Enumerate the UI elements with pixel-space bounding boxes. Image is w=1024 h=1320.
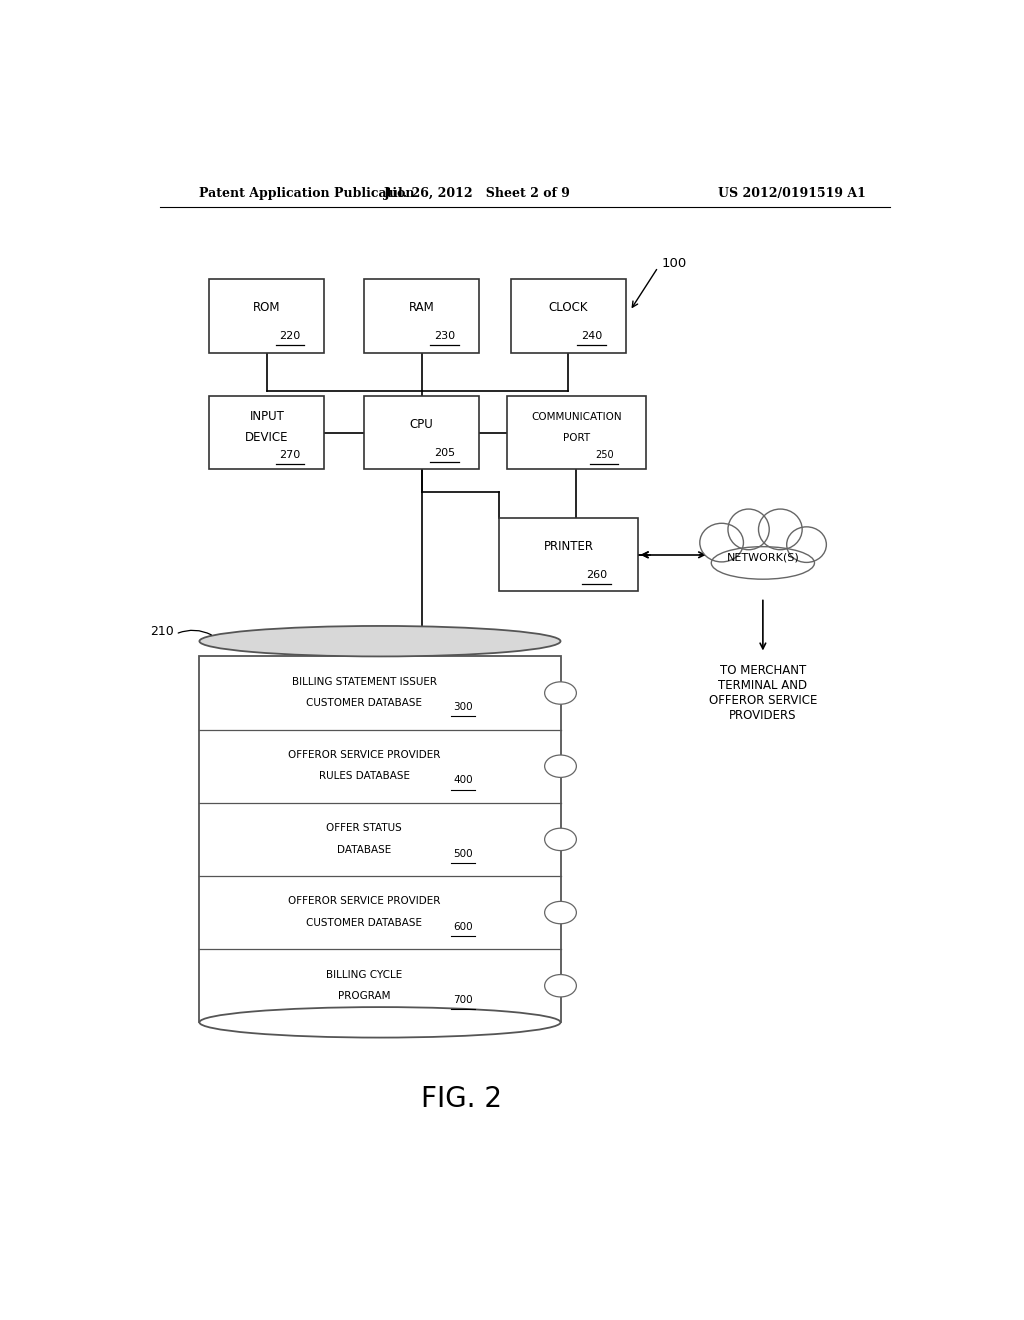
- Text: DATABASE: DATABASE: [337, 845, 391, 854]
- Bar: [511, 280, 626, 352]
- Text: PORT: PORT: [563, 433, 590, 444]
- Text: TO MERCHANT
TERMINAL AND
OFFEROR SERVICE
PROVIDERS: TO MERCHANT TERMINAL AND OFFEROR SERVICE…: [709, 664, 817, 722]
- Text: Patent Application Publication: Patent Application Publication: [200, 187, 415, 201]
- Text: 100: 100: [662, 256, 686, 269]
- Text: 300: 300: [454, 702, 473, 713]
- Bar: [499, 519, 638, 591]
- Text: 400: 400: [454, 775, 473, 785]
- Text: RAM: RAM: [409, 301, 434, 314]
- Text: US 2012/0191519 A1: US 2012/0191519 A1: [718, 187, 866, 201]
- Text: OFFEROR SERVICE PROVIDER: OFFEROR SERVICE PROVIDER: [288, 750, 440, 760]
- Bar: [507, 396, 646, 470]
- Ellipse shape: [545, 828, 577, 850]
- Text: 260: 260: [586, 569, 607, 579]
- Text: ROM: ROM: [253, 301, 281, 314]
- Text: NETWORK(S): NETWORK(S): [726, 553, 800, 562]
- Bar: [200, 656, 560, 1022]
- Ellipse shape: [545, 755, 577, 777]
- Text: PROGRAM: PROGRAM: [338, 991, 390, 1001]
- Text: 230: 230: [434, 331, 456, 341]
- Ellipse shape: [699, 523, 743, 562]
- Text: 250: 250: [595, 450, 613, 459]
- Text: CUSTOMER DATABASE: CUSTOMER DATABASE: [306, 917, 422, 928]
- Ellipse shape: [200, 626, 560, 656]
- Text: DEVICE: DEVICE: [245, 432, 289, 445]
- Ellipse shape: [712, 546, 814, 579]
- Text: Jul. 26, 2012   Sheet 2 of 9: Jul. 26, 2012 Sheet 2 of 9: [384, 187, 570, 201]
- Text: 270: 270: [280, 450, 300, 459]
- Text: CPU: CPU: [410, 418, 433, 432]
- Ellipse shape: [786, 527, 826, 562]
- Text: INPUT: INPUT: [250, 411, 285, 424]
- Text: 205: 205: [434, 447, 456, 458]
- Text: FIG. 2: FIG. 2: [421, 1085, 502, 1113]
- Text: 600: 600: [454, 921, 473, 932]
- Text: 700: 700: [454, 995, 473, 1005]
- Text: BILLING CYCLE: BILLING CYCLE: [326, 970, 402, 979]
- Text: OFFEROR SERVICE PROVIDER: OFFEROR SERVICE PROVIDER: [288, 896, 440, 907]
- Text: 210: 210: [151, 624, 174, 638]
- Bar: [209, 280, 325, 352]
- Ellipse shape: [728, 510, 769, 549]
- Text: OFFER STATUS: OFFER STATUS: [327, 824, 402, 833]
- Text: PRINTER: PRINTER: [544, 540, 594, 553]
- Bar: [365, 280, 479, 352]
- Text: 240: 240: [581, 331, 602, 341]
- Text: CUSTOMER DATABASE: CUSTOMER DATABASE: [306, 698, 422, 709]
- Ellipse shape: [545, 682, 577, 704]
- Bar: [209, 396, 325, 470]
- Text: BILLING STATEMENT ISSUER: BILLING STATEMENT ISSUER: [292, 677, 436, 686]
- Text: CLOCK: CLOCK: [549, 301, 588, 314]
- Ellipse shape: [200, 1007, 560, 1038]
- Text: RULES DATABASE: RULES DATABASE: [318, 771, 410, 781]
- Ellipse shape: [545, 902, 577, 924]
- Text: 220: 220: [280, 331, 300, 341]
- Ellipse shape: [545, 974, 577, 997]
- Bar: [365, 396, 479, 470]
- Ellipse shape: [759, 510, 802, 549]
- Text: COMMUNICATION: COMMUNICATION: [531, 412, 622, 421]
- Text: 500: 500: [454, 849, 473, 858]
